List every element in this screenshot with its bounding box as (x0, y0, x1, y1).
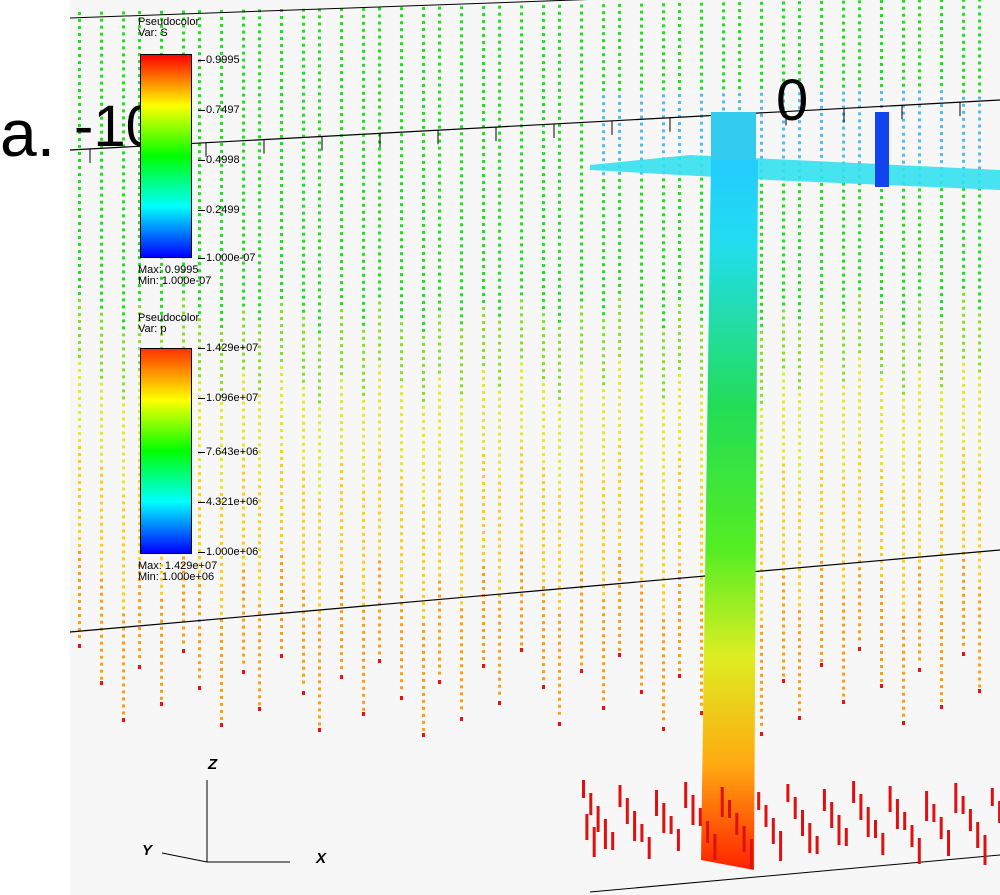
axis-ticks (89, 102, 961, 163)
box-edge-floor (589, 854, 1000, 893)
legend-max: Max: 1.429e+07 (138, 560, 218, 572)
legend-min: Min: 1.000e-07 (138, 275, 212, 287)
box-edge-top (70, 99, 1000, 151)
legend-colorbar (140, 54, 192, 258)
blue-marker (875, 112, 889, 187)
legend-title: Pseudocolor (138, 312, 200, 324)
triad-label-z: Z (208, 756, 218, 773)
legend-tick: 1.000e-07 (198, 252, 256, 264)
render-viewport[interactable]: -10 0 Pseudocolor Var: S 0.9995 0.7497 0… (70, 0, 1000, 895)
triad-label-y: Y (142, 842, 153, 859)
legend-tick: 0.7497 (198, 104, 240, 116)
bottom-sticks (582, 780, 1000, 869)
triad-y-axis (161, 852, 208, 863)
legend-max: Max: 0.9995 (138, 264, 199, 276)
injection-plane (590, 155, 1000, 190)
legend-tick: 0.2499 (198, 204, 240, 216)
legend-tick: 1.429e+07 (197, 342, 259, 354)
legend-var: Var: S (138, 27, 168, 39)
legend-var: Var: p (138, 323, 167, 335)
legend-tick: 0.4998 (198, 154, 240, 166)
legend-min: Min: 1.000e+06 (138, 571, 215, 583)
legend-tick: 1.000e+06 (197, 546, 259, 558)
box-edge-top-back (70, 0, 589, 19)
well-column (701, 160, 758, 870)
legend-tick: 7.643e+06 (197, 446, 259, 458)
axis-label-center: 0 (776, 68, 809, 133)
legend-tick: 4.321e+06 (197, 496, 259, 508)
legend-title: Pseudocolor (138, 16, 200, 28)
legend-tick: 0.9995 (198, 54, 240, 66)
legend-tick: 1.096e+07 (197, 392, 259, 404)
box-edge-bottom (70, 549, 1000, 633)
legend-colorbar (140, 348, 192, 554)
figure-label: a. (0, 96, 56, 170)
triad-label-x: X (316, 850, 327, 867)
